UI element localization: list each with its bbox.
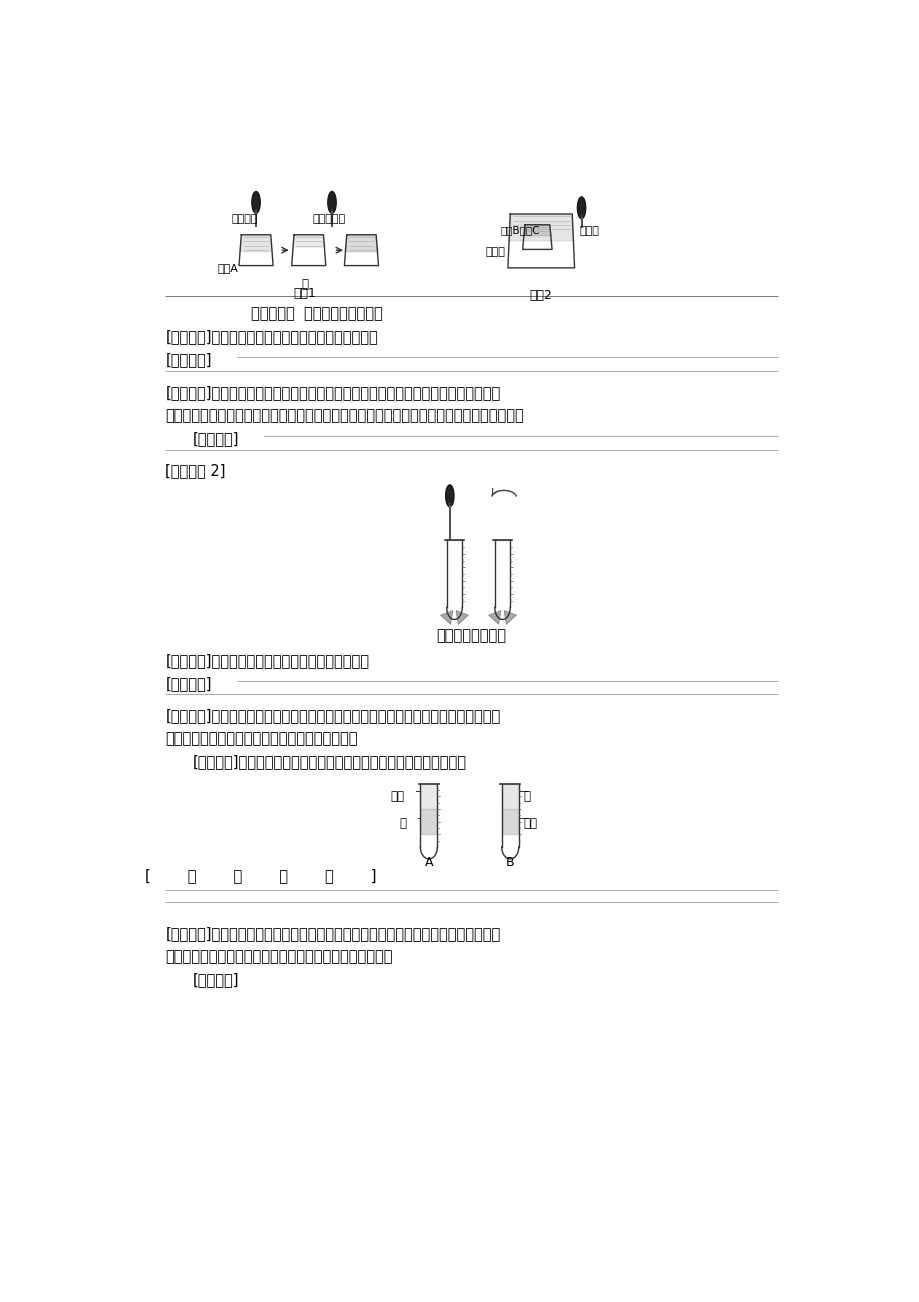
- Text: 甲溶液: 甲溶液: [579, 225, 599, 236]
- Ellipse shape: [252, 191, 260, 214]
- Polygon shape: [440, 611, 452, 625]
- Text: 友情提示：  酚酞遇到氨水变红。: 友情提示： 酚酞遇到氨水变红。: [250, 306, 382, 322]
- Ellipse shape: [327, 191, 336, 214]
- Text: [继续探究]: [继续探究]: [192, 973, 239, 987]
- Text: 实验1: 实验1: [293, 288, 316, 301]
- Text: [        思        考        交        流        ]: [ 思 考 交 流 ]: [145, 868, 376, 884]
- Text: [问题探究]实验说明了什么？红墨水的作用是什么？: [问题探究]实验说明了什么？红墨水的作用是什么？: [165, 652, 369, 668]
- Text: [归纳提升]酒精与水混合时体积减小是因为构成酒精与水的微粒间有一定空隙，混合时: [归纳提升]酒精与水混合时体积减小是因为构成酒精与水的微粒间有一定空隙，混合时: [165, 708, 500, 724]
- Polygon shape: [502, 809, 517, 835]
- Text: 浓氨水: 浓氨水: [485, 247, 505, 256]
- Text: 酒精: 酒精: [523, 816, 537, 829]
- Polygon shape: [345, 236, 378, 251]
- Text: 滴加浓氨水: 滴加浓氨水: [312, 214, 346, 224]
- Polygon shape: [502, 785, 517, 809]
- Polygon shape: [255, 210, 256, 212]
- Text: A: A: [425, 857, 433, 870]
- Text: 水: 水: [523, 790, 530, 802]
- Polygon shape: [508, 215, 573, 241]
- Text: 实验2: 实验2: [529, 289, 552, 302]
- Text: [思考交流]: [思考交流]: [165, 676, 211, 691]
- Text: [课堂速记]: [课堂速记]: [192, 431, 239, 447]
- Text: [情景展示 2]: [情景展示 2]: [165, 464, 226, 478]
- Text: 滴加酚酞: 滴加酚酞: [231, 214, 257, 224]
- Text: 两种不同的微粒相互挤占了空隙，所以体积变小。: 两种不同的微粒相互挤占了空隙，所以体积变小。: [165, 732, 357, 746]
- Text: 烧杯A: 烧杯A: [217, 263, 238, 273]
- Polygon shape: [580, 215, 582, 217]
- Text: [归纳提升]实验采用了对比的方法。用浓氨水来验证分子是不断运动的，原理是浓氨水: [归纳提升]实验采用了对比的方法。用浓氨水来验证分子是不断运动的，原理是浓氨水: [165, 385, 500, 400]
- Text: [继续探究]如果将酒精与水的顺序颠倒，两种情况留的空隙一样大吗？: [继续探究]如果将酒精与水的顺序颠倒，两种情况留的空隙一样大吗？: [192, 755, 466, 769]
- Polygon shape: [448, 503, 450, 505]
- Text: 精再倒水时，水先向酒精中扩散了一部分，留的空隙较小。: 精再倒水时，水先向酒精中扩散了一部分，留的空隙较小。: [165, 949, 392, 965]
- Text: 甲: 甲: [301, 277, 308, 290]
- Ellipse shape: [445, 484, 454, 506]
- Polygon shape: [420, 785, 437, 809]
- Polygon shape: [456, 611, 468, 625]
- Polygon shape: [504, 611, 516, 625]
- Ellipse shape: [576, 197, 585, 219]
- Text: [归纳提升]不一样大，先加酒精后加水留的空隙较小。因为酒精的密度比水小，先倒酒: [归纳提升]不一样大，先加酒精后加水留的空隙较小。因为酒精的密度比水小，先倒酒: [165, 926, 500, 941]
- Text: 水: 水: [399, 816, 406, 829]
- Polygon shape: [292, 236, 325, 247]
- Polygon shape: [239, 236, 272, 251]
- Text: [问题探究]上述实验有何现象？为何实验要这样设计？: [问题探究]上述实验有何现象？为何实验要这样设计？: [165, 329, 378, 345]
- Text: 酒精: 酒精: [390, 790, 403, 802]
- Polygon shape: [420, 809, 437, 835]
- Polygon shape: [488, 611, 501, 625]
- Text: 烧杯B烧杯C: 烧杯B烧杯C: [501, 225, 539, 236]
- Text: [思考交流]: [思考交流]: [165, 353, 211, 367]
- Polygon shape: [523, 225, 551, 236]
- Text: 水与酒精混合实验: 水与酒精混合实验: [436, 629, 506, 643]
- Text: 具有挥发性，挥发出来的氨气能比较快地运动到含有无色酚酞试液的烧杯中，使之变成红色。: 具有挥发性，挥发出来的氨气能比较快地运动到含有无色酚酞试液的烧杯中，使之变成红色…: [165, 408, 524, 423]
- Text: B: B: [505, 857, 514, 870]
- Polygon shape: [331, 210, 333, 212]
